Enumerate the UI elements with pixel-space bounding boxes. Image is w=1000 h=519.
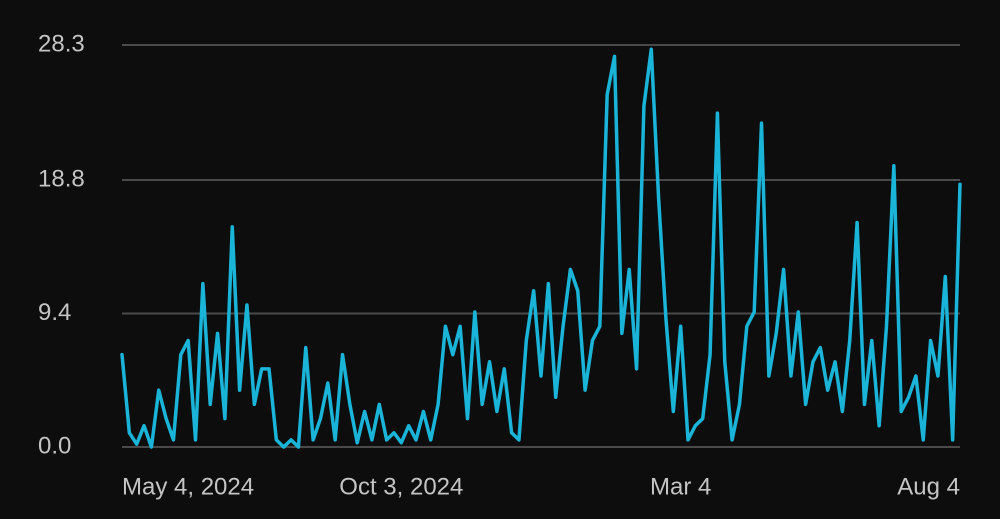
x-tick-label: Mar 4 [650, 473, 711, 500]
y-tick-label: 28.3 [38, 30, 85, 57]
data-line [120, 47, 962, 449]
x-tick-label: May 4, 2024 [122, 473, 254, 500]
y-tick-label: 0.0 [38, 432, 71, 459]
x-tick-label: Oct 3, 2024 [339, 473, 463, 500]
x-tick-label: Aug 4 [897, 473, 960, 500]
y-tick-label: 18.8 [38, 165, 85, 192]
y-tick-label: 9.4 [38, 299, 71, 326]
